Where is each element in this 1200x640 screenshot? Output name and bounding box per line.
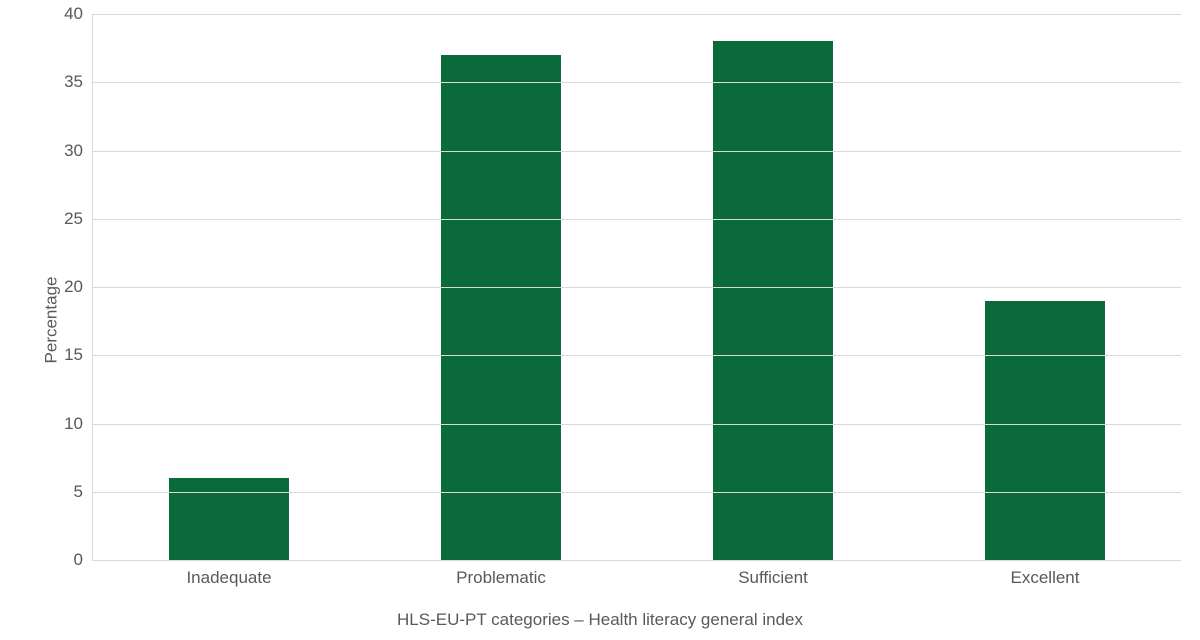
y-tick-label: 30 xyxy=(64,141,93,161)
y-axis-label: Percentage xyxy=(41,277,61,364)
y-tick-label: 25 xyxy=(64,209,93,229)
x-axis-label: HLS-EU-PT categories – Health literacy g… xyxy=(0,610,1200,630)
gridline xyxy=(93,287,1181,288)
gridline xyxy=(93,355,1181,356)
x-tick-label: Problematic xyxy=(456,560,546,588)
x-tick-label: Inadequate xyxy=(186,560,271,588)
y-tick-label: 15 xyxy=(64,345,93,365)
y-tick-label: 5 xyxy=(74,482,93,502)
bar xyxy=(713,41,833,560)
y-tick-label: 40 xyxy=(64,4,93,24)
bar xyxy=(169,478,289,560)
gridline xyxy=(93,492,1181,493)
gridline xyxy=(93,424,1181,425)
gridline xyxy=(93,219,1181,220)
bar-chart: Percentage 0510152025303540InadequatePro… xyxy=(0,0,1200,640)
y-tick-label: 20 xyxy=(64,277,93,297)
x-tick-label: Sufficient xyxy=(738,560,808,588)
gridline xyxy=(93,82,1181,83)
x-tick-label: Excellent xyxy=(1011,560,1080,588)
y-tick-label: 35 xyxy=(64,72,93,92)
bar xyxy=(985,301,1105,560)
y-tick-label: 0 xyxy=(74,550,93,570)
plot-area: 0510152025303540InadequateProblematicSuf… xyxy=(92,14,1181,561)
y-tick-label: 10 xyxy=(64,414,93,434)
gridline xyxy=(93,151,1181,152)
gridline xyxy=(93,14,1181,15)
bar xyxy=(441,55,561,560)
